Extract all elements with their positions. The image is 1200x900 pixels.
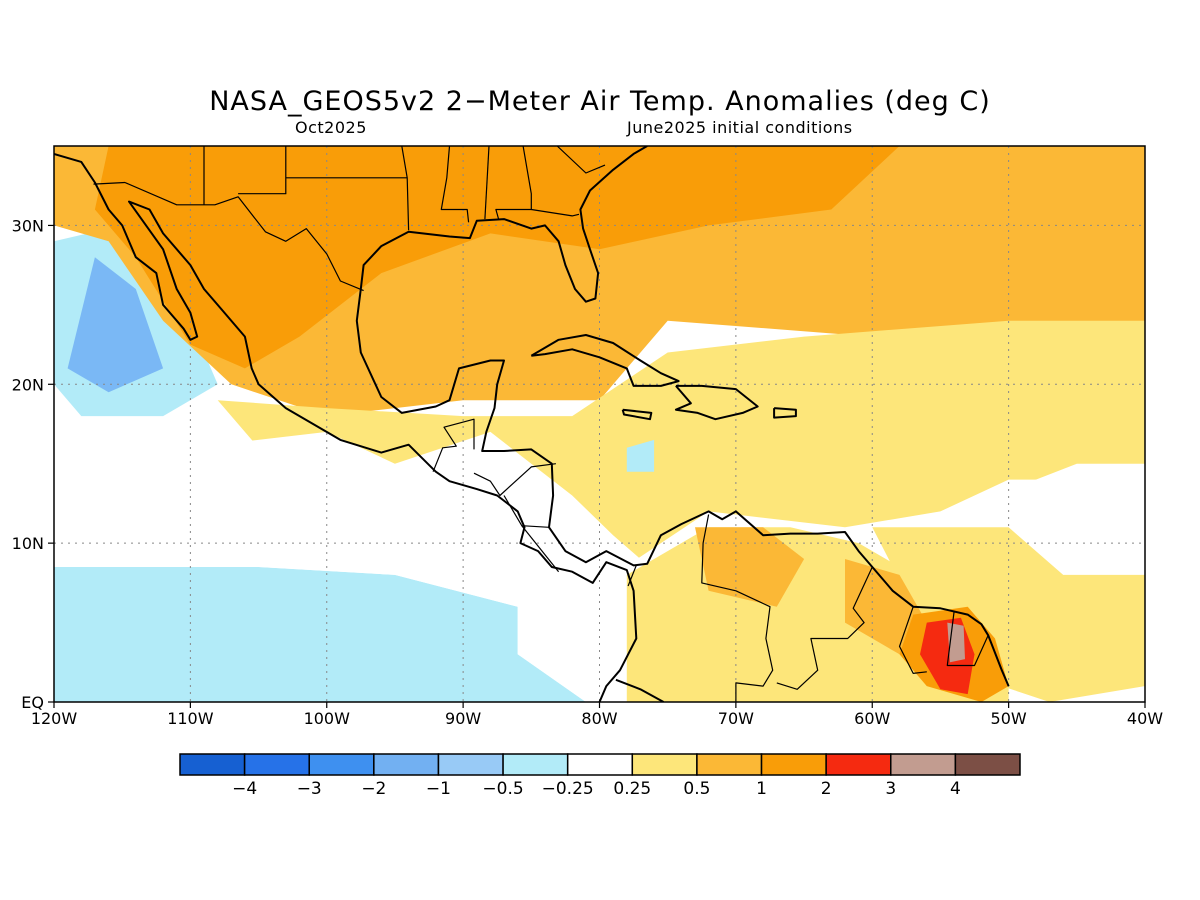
colorbar-label: −2 [361, 779, 386, 799]
subtitle-forecast-month: Oct2025 [295, 118, 367, 137]
colorbar-label: 2 [821, 779, 832, 799]
x-tick-label: 90W [445, 709, 481, 728]
anomaly-regions [54, 146, 1145, 702]
colorbar-swatch [243, 753, 310, 776]
colorbar-swatch [308, 753, 375, 776]
y-tick-label: 20N [12, 375, 44, 394]
region-north-warmer [94, 146, 900, 369]
region-venezuela-warm [695, 527, 805, 607]
region-atlantic-light [872, 527, 1145, 702]
coastline-colombia-ecuador [615, 678, 665, 702]
gridlines [54, 146, 1145, 702]
x-tick-label: 120W [31, 709, 78, 728]
x-tick-label: 100W [304, 709, 351, 728]
colorbar-label: −4 [232, 779, 257, 799]
colorbar-swatch [696, 753, 763, 776]
x-tick-label: 80W [581, 709, 617, 728]
coastline-panama-colombia-border [627, 565, 637, 587]
colorbar-swatch [566, 753, 634, 776]
coastline-us-gulf-coast [359, 146, 648, 303]
coastline-us-states-4 [440, 146, 470, 223]
y-tick-label: 30N [12, 216, 44, 235]
region-atlantic-white [995, 463, 1145, 544]
coastline-cuba [530, 334, 680, 387]
coastline-central-america-border-1 [432, 418, 475, 472]
colorbar-swatch [179, 753, 246, 776]
colorbar-label: −0.5 [482, 779, 523, 799]
colorbar-swatch [373, 753, 440, 776]
region-caribbean-light [217, 320, 1145, 575]
region-baja-coast-cooler [67, 257, 164, 393]
coastline-puerto-rico [773, 407, 797, 419]
coastline-north-america-west-coast [54, 152, 638, 702]
colorbar-label: 0.5 [683, 779, 710, 799]
coastline-colombia-venezuela-border [701, 514, 774, 702]
coastline-us-states-2 [238, 146, 287, 195]
colorbar-label: −1 [426, 779, 451, 799]
region-gulf-spot [790, 344, 818, 369]
x-tick-label: 40W [1127, 709, 1163, 728]
y-tick-label: EQ [21, 693, 44, 712]
coastline-hispaniola [674, 384, 759, 421]
subtitle-initial-conditions: June2025 initial conditions [627, 118, 853, 137]
x-tick-label: 50W [991, 709, 1027, 728]
y-tick-label: 10N [12, 534, 44, 553]
colorbar-label: 0.25 [613, 779, 651, 799]
coastline-venezuela-guyana-border [776, 566, 873, 690]
map-plot-area [54, 146, 1145, 702]
coastlines [54, 146, 1010, 702]
axis-ticks: 120W 110W 100W 90W 80W 70W 60W 50W 40W EQ 10N 20N 30… [12, 216, 1164, 728]
x-tick-label: 110W [167, 709, 214, 728]
colorbar-swatch [437, 753, 504, 776]
colorbar-swatch [890, 753, 957, 776]
coastline-us-states-7 [531, 208, 580, 217]
map-title: NASA_GEOS5v2 2−Meter Air Temp. Anomalies… [209, 86, 991, 117]
coastline-gulf-coast [355, 288, 1010, 687]
colorbar-label: −3 [297, 779, 322, 799]
colorbar-swatch [502, 753, 569, 776]
colorbar-swatch [631, 753, 698, 776]
coastline-central-america-border-4 [521, 525, 560, 573]
coastline-us-states-8 [556, 146, 606, 174]
coastline-central-america-border-2 [473, 463, 556, 497]
colorbar-label: 3 [885, 779, 896, 799]
coastline-us-states-5 [484, 146, 490, 220]
colorbar-label: 1 [756, 779, 767, 799]
colorbar: −4 −3 −2 −1 −0.5 −0.25 0.25 0.5 1 2 3 4 [179, 753, 1021, 799]
coastline-suriname-guiana-border [946, 611, 989, 667]
x-tick-label: 60W [854, 709, 890, 728]
region-east-pacific-pale [54, 567, 586, 702]
x-tick-label: 70W [718, 709, 754, 728]
colorbar-swatch [825, 753, 892, 776]
coastline-us-mexico-border [93, 181, 364, 292]
coastline-jamaica [621, 408, 653, 421]
region-caribbean-spot-pale [626, 439, 655, 472]
coastline-guyana-suriname-border [898, 606, 927, 675]
colorbar-label: 4 [950, 779, 961, 799]
colorbar-swatch [760, 753, 827, 776]
colorbar-label: −0.25 [542, 779, 594, 799]
colorbar-swatch [954, 753, 1021, 776]
